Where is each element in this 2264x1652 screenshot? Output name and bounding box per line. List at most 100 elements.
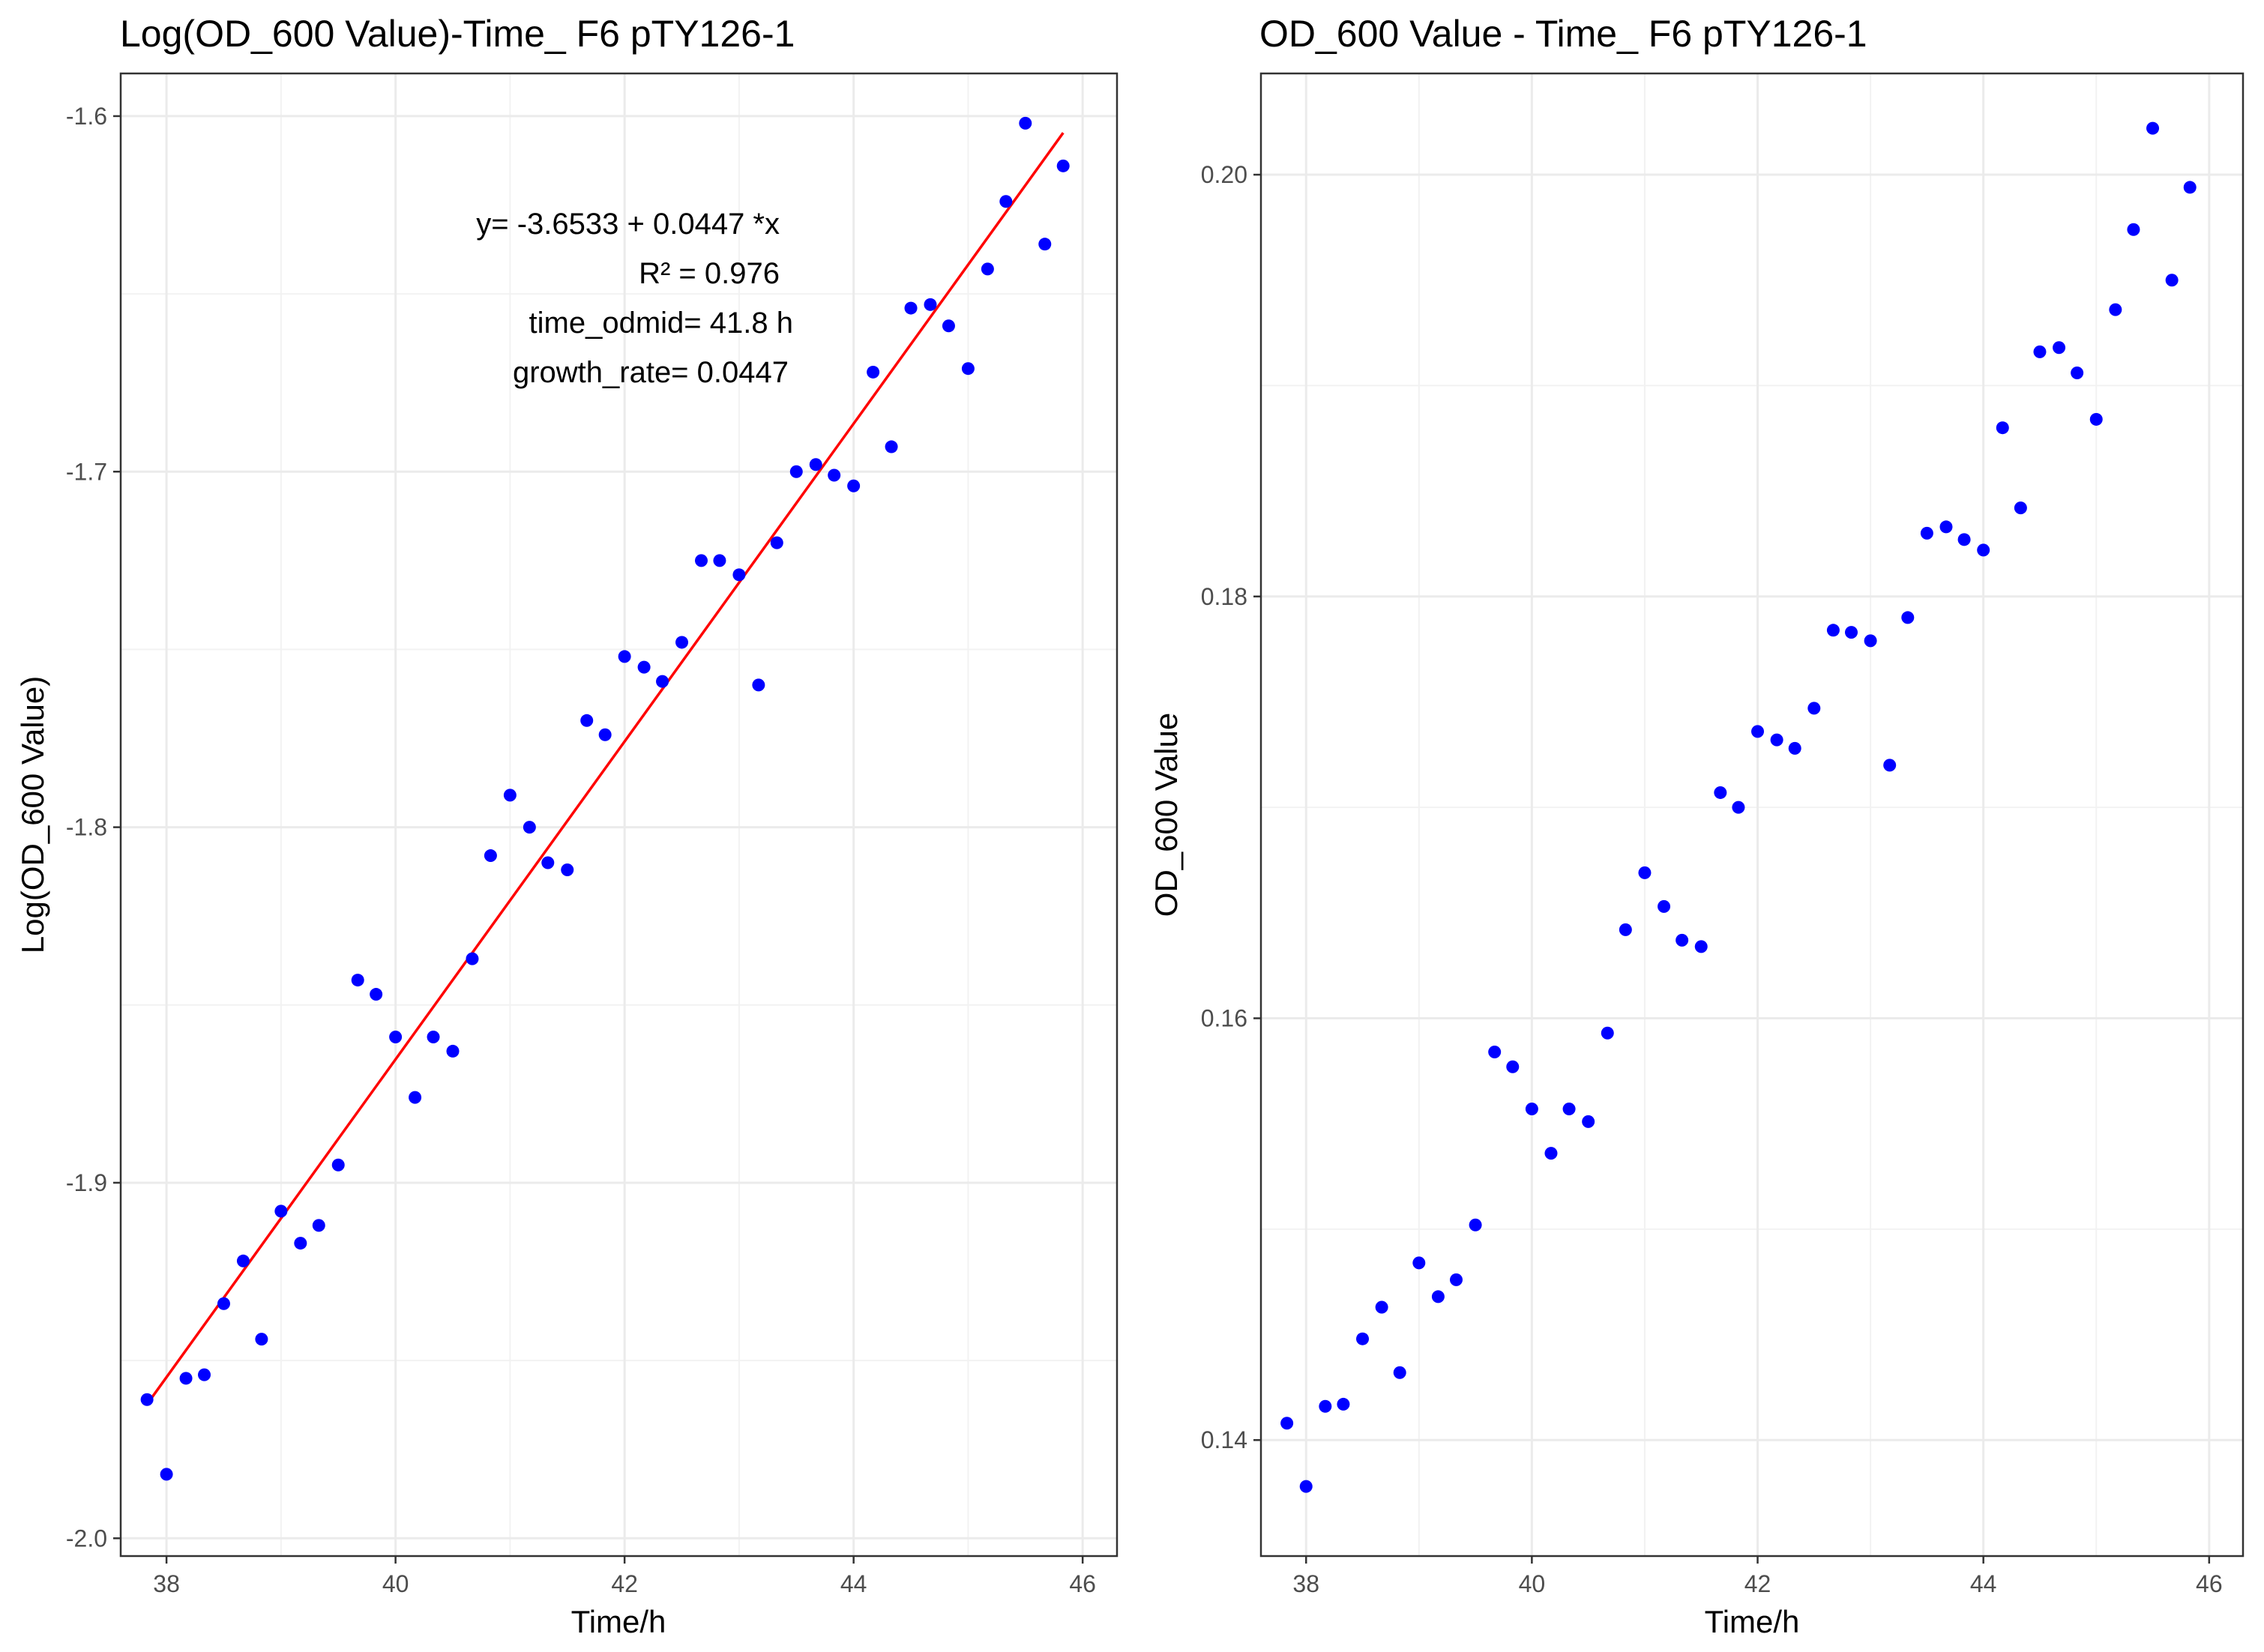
od-data-point: [1431, 1290, 1445, 1303]
od-data-point: [1356, 1332, 1370, 1345]
log-od-y-tick-label: -1.8: [66, 814, 107, 841]
od-axes: 38 40 42 44 46 0.14 0.16 0.18 0.20: [1201, 161, 2223, 1597]
log-od-y-axis-title: Log(OD_600 Value): [15, 676, 50, 953]
log-od-data-point: [294, 1237, 307, 1250]
od-data-point: [1845, 626, 1858, 639]
od-data-point: [1319, 1399, 1332, 1413]
log-od-data-point: [675, 636, 689, 649]
log-od-data-point: [217, 1297, 230, 1310]
log-od-panel-border: [119, 72, 1119, 1558]
log-od-data-point: [904, 301, 918, 315]
od-x-tick-label: 40: [1519, 1570, 1546, 1597]
od-data-point: [2089, 412, 2103, 426]
od-data-point: [1393, 1366, 1406, 1379]
log-od-annotations: y= -3.6533 + 0.0447 *x R² = 0.976 time_o…: [476, 208, 793, 389]
od-data-point: [1996, 421, 2009, 435]
od-data-point: [1280, 1417, 1294, 1430]
od-data-point: [1506, 1060, 1520, 1073]
od-data-point: [2183, 181, 2197, 194]
log-od-data-point: [618, 650, 631, 663]
od-data-point: [1676, 933, 1689, 947]
od-y-tick-label: 0.16: [1201, 1005, 1247, 1032]
log-od-data-point: [637, 660, 651, 674]
log-od-data-point: [1038, 238, 1052, 251]
od-data-point: [1788, 741, 1801, 755]
log-od-data-point: [331, 1158, 345, 1172]
log-od-data-point: [713, 554, 726, 567]
od-y-axis-title: OD_600 Value: [1148, 713, 1184, 917]
od-data-point: [1751, 725, 1765, 738]
od-data-point: [1957, 533, 1971, 546]
od-data-point: [1619, 923, 1632, 936]
od-data-point: [2146, 121, 2160, 135]
log-od-chart-title: Log(OD_600 Value)-Time_ F6 pTY126-1: [120, 13, 795, 55]
log-od-data-point: [981, 262, 994, 276]
log-od-data-point: [503, 789, 517, 802]
log-od-data-point: [466, 952, 479, 965]
od-data-point: [1977, 543, 1990, 557]
log-od-data-point: [1019, 116, 1032, 130]
log-od-data-point: [140, 1393, 154, 1406]
log-od-x-tick-label: 42: [611, 1570, 638, 1597]
od-data-point: [1375, 1300, 1388, 1314]
log-od-data-point: [255, 1333, 268, 1346]
log-od-x-axis-title: Time/h: [571, 1604, 666, 1639]
fit-r-squared: R² = 0.976: [639, 257, 780, 290]
log-od-data-point: [867, 365, 880, 379]
log-od-points: [140, 116, 1070, 1481]
od-data-point: [1337, 1397, 1350, 1411]
od-x-tick-label: 44: [1970, 1570, 1997, 1597]
log-od-data-point: [828, 468, 841, 482]
od-data-point: [2014, 501, 2027, 515]
log-od-data-point: [961, 362, 975, 376]
od-data-point: [1412, 1256, 1426, 1270]
od-data-point: [2165, 274, 2179, 287]
od-data-point: [1469, 1218, 1482, 1232]
log-od-data-point: [160, 1468, 173, 1481]
od-data-point: [1488, 1046, 1502, 1059]
log-od-data-point: [198, 1368, 211, 1381]
log-od-y-tick-label: -1.7: [66, 458, 107, 485]
fit-time-odmid: time_odmid= 41.8 h: [529, 307, 793, 340]
od-data-point: [1732, 801, 1745, 814]
od-data-point: [1638, 866, 1652, 879]
od-data-point: [1770, 733, 1783, 747]
log-od-data-point: [770, 536, 783, 549]
log-od-x-tick-label: 46: [1069, 1570, 1096, 1597]
log-od-data-point: [236, 1254, 250, 1267]
od-data-point: [1658, 899, 1671, 913]
log-od-data-point: [409, 1091, 422, 1104]
log-od-data-point: [656, 675, 669, 688]
od-data-point: [1826, 624, 1840, 637]
log-od-axes: 38 40 42 44 46 -2.0 -1.9 -1.8 -1.7 -1.6: [66, 103, 1096, 1597]
od-chart-title: OD_600 Value - Time_ F6 pTY126-1: [1259, 13, 1867, 55]
od-data-point: [1807, 702, 1821, 715]
od-x-axis-title: Time/h: [1705, 1604, 1800, 1639]
od-y-tick-label: 0.14: [1201, 1426, 1247, 1453]
log-od-y-tick-label: -1.9: [66, 1169, 107, 1196]
log-od-data-point: [694, 554, 708, 567]
log-od-y-tick-label: -2.0: [66, 1525, 107, 1552]
log-od-data-point: [580, 714, 594, 727]
log-od-fit-line-group: [145, 132, 1065, 1405]
log-od-data-point: [561, 863, 574, 877]
od-data-point: [1299, 1480, 1313, 1493]
fit-growth-rate: growth_rate= 0.0447: [513, 356, 789, 389]
log-od-data-point: [1056, 159, 1070, 172]
log-od-chart: Log(OD_600 Value)-Time_ F6 pTY126-1 y= -…: [15, 13, 1119, 1639]
od-panel-border: [1259, 72, 2245, 1558]
log-od-data-point: [523, 821, 536, 834]
log-od-data-point: [312, 1219, 325, 1232]
log-od-data-point: [446, 1044, 460, 1058]
log-od-data-point: [427, 1030, 440, 1043]
od-data-point: [1449, 1273, 1463, 1286]
od-points: [1280, 121, 2197, 1493]
log-od-x-tick-label: 40: [382, 1570, 409, 1597]
od-data-point: [2127, 223, 2140, 236]
od-data-point: [1864, 634, 1877, 648]
log-od-data-point: [351, 974, 364, 987]
log-od-data-point: [847, 479, 861, 492]
od-data-point: [1601, 1026, 1614, 1040]
od-data-point: [1901, 611, 1915, 624]
od-data-point: [1883, 759, 1897, 772]
